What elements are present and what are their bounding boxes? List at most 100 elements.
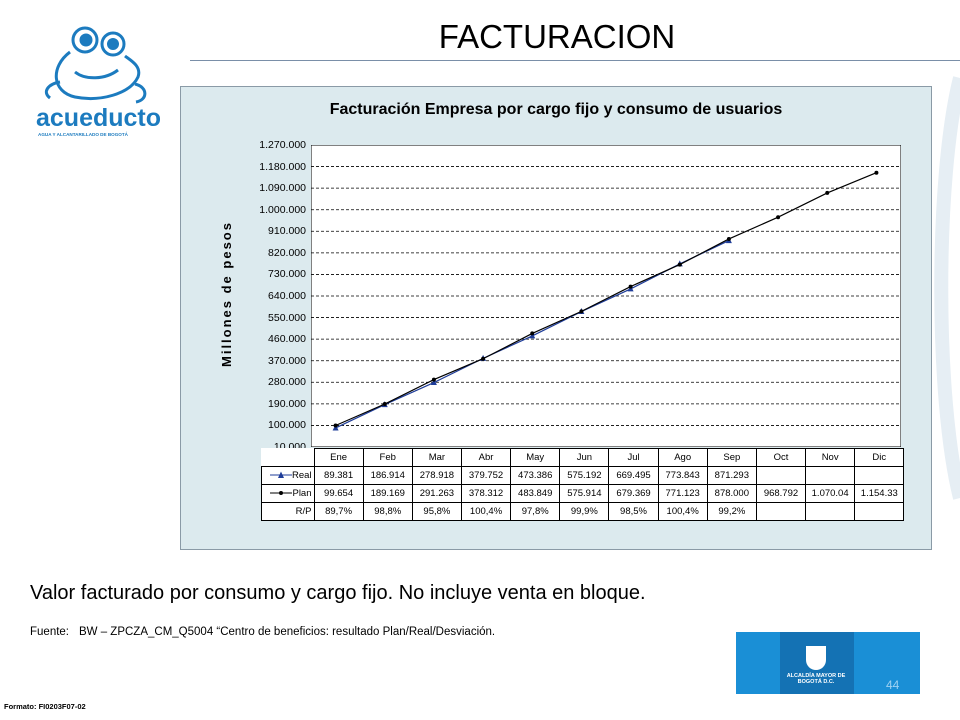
legend-key-real [269, 471, 292, 479]
category-label: May [510, 448, 561, 467]
table-cell: 99,2% [706, 502, 757, 521]
table-cell: 1.154.33 [854, 484, 905, 503]
y-tick-label: 730.000 [268, 268, 306, 281]
y-tick-label: 1.270.000 [259, 139, 306, 151]
table-cell: 575.192 [559, 466, 610, 485]
y-tick-label: 550.000 [268, 311, 306, 324]
table-cell: 89,7% [313, 502, 364, 521]
table-cell: 379.752 [460, 466, 512, 485]
chart-panel: Facturación Empresa por cargo fijo y con… [180, 86, 932, 550]
table-cell: 100,4% [657, 502, 708, 521]
table-cell: 99,9% [559, 502, 610, 521]
data-point-plan [431, 377, 436, 382]
y-axis-label: Millones de pesos [219, 221, 234, 367]
table-cell: 97,8% [510, 502, 561, 521]
table-cell: 189.169 [362, 484, 413, 503]
table-cell: 773.843 [657, 466, 708, 485]
data-point-real [430, 379, 437, 386]
y-tick-label: 1.090.000 [259, 182, 306, 195]
table-cell: 669.495 [608, 466, 659, 485]
category-label: Dic [854, 448, 905, 467]
y-tick-label: 1.000.000 [259, 203, 306, 216]
chart-title: Facturación Empresa por cargo fijo y con… [329, 101, 783, 118]
y-tick-label: 460.000 [268, 333, 306, 346]
table-cell: 771.123 [657, 484, 708, 503]
table-cell [755, 466, 807, 485]
category-label: Abr [460, 448, 512, 467]
table-cell: 968.792 [755, 484, 807, 503]
page-number: 44 [886, 678, 900, 692]
category-label: Nov [805, 448, 856, 467]
format-code: Formato: FI0203F07-02 [4, 702, 86, 711]
category-label: Jun [559, 448, 610, 467]
table-cell: 679.369 [608, 484, 659, 503]
y-axis-ticks: 1.270.000 1.180.000 1.090.000 1.000.000 910.… [236, 139, 306, 453]
source-label: Fuente: [30, 626, 69, 638]
category-label: Feb [362, 448, 413, 467]
category-label: Jul [608, 448, 659, 467]
y-tick-label: 280.000 [268, 376, 306, 389]
y-tick-label: 1.180.000 [259, 160, 306, 173]
data-point-plan [579, 309, 584, 314]
y-tick-label: 190.000 [268, 397, 306, 410]
data-point-plan [874, 170, 879, 175]
table-cell: 291.263 [411, 484, 462, 503]
source-line: Fuente: BW – ZPCZA_CM_Q5004 “Centro de be… [30, 626, 495, 638]
data-point-plan [677, 262, 682, 267]
table-cell: 575.914 [559, 484, 610, 503]
logo-wordmark: acueducto [36, 104, 160, 132]
table-cell: 871.293 [706, 466, 757, 485]
y-tick-label: 100.000 [268, 419, 306, 432]
table-cell: 99.654 [313, 484, 364, 503]
row-label: Real [261, 466, 315, 485]
slide-note: Valor facturado por consumo y cargo fijo… [30, 582, 646, 604]
source-text: BW – ZPCZA_CM_Q5004 “Centro de beneficio… [79, 626, 496, 638]
table-cell: 378.312 [460, 484, 512, 503]
bogota-shield-icon [806, 646, 826, 670]
category-label: Sep [706, 448, 757, 467]
table-cell [854, 502, 905, 521]
data-point-plan [530, 331, 535, 336]
table-cell [755, 502, 807, 521]
alcaldia-label: ALCALDÍA MAYOR DE BOGOTÁ D.C. [786, 673, 846, 685]
data-point-plan [333, 423, 338, 428]
line-plot [311, 145, 901, 447]
legend-key-plan [270, 491, 293, 496]
row-label: R/P [261, 502, 315, 521]
series-line-plan [335, 172, 877, 427]
table-cell: 186.914 [362, 466, 413, 485]
decorative-arc [934, 76, 960, 500]
data-point-plan [382, 402, 387, 407]
category-label: Oct [755, 448, 807, 467]
table-cell: 98,8% [362, 502, 413, 521]
table-cell: 100,4% [460, 502, 512, 521]
slide-title: FACTURACION [438, 18, 676, 55]
table-cell [805, 502, 856, 521]
data-point-plan [825, 190, 830, 195]
table-cell: 473.386 [510, 466, 561, 485]
category-label: Ene [313, 448, 364, 467]
data-point-plan [776, 215, 781, 220]
table-cell: 95,8% [411, 502, 462, 521]
table-cell: 278.918 [411, 466, 462, 485]
acueducto-logo: acueducto AGUA Y ALCANTARILLADO DE BOGOT… [36, 26, 160, 137]
y-tick-label: 820.000 [268, 246, 306, 259]
data-point-plan [481, 356, 486, 361]
table-cell [805, 466, 856, 485]
data-point-real [529, 332, 536, 339]
table-cell: 483.849 [510, 484, 561, 503]
data-point-plan [628, 284, 633, 289]
table-cell: 878.000 [706, 484, 757, 503]
table-cell: 89.381 [313, 466, 364, 485]
table-cell [854, 466, 905, 485]
data-table: Ene Feb Mar Abr May Jun Jul Ago Sep Oct Nov Dic Real… [261, 448, 905, 521]
table-cell: 1.070.04 [805, 484, 856, 503]
table-cell: 98,5% [608, 502, 659, 521]
logo-subtext: AGUA Y ALCANTARILLADO DE BOGOTÁ [38, 131, 129, 137]
y-tick-label: 370.000 [268, 354, 306, 367]
data-point-plan [726, 236, 731, 241]
title-divider [190, 60, 960, 61]
category-label: Ago [657, 448, 708, 467]
category-label: Mar [411, 448, 462, 467]
row-label: Plan [261, 484, 315, 503]
